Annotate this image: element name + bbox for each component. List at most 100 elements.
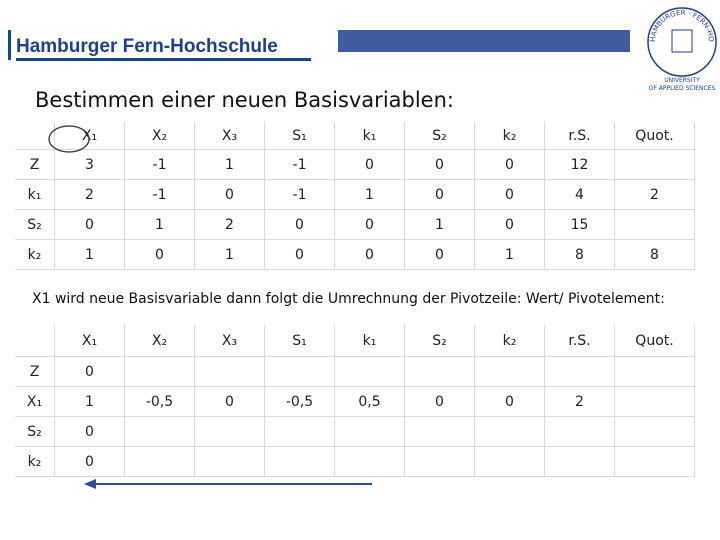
table-cell: 0 bbox=[55, 417, 125, 447]
column-header: r.S. bbox=[545, 122, 615, 150]
header-graphics: Hamburger Fern-Hochschule HAMBURGER · FE… bbox=[0, 0, 717, 92]
seal-castle bbox=[671, 29, 693, 53]
title: Bestimmen einer neuen Basisvariablen: bbox=[35, 88, 454, 112]
corner-cell bbox=[15, 122, 55, 150]
table-cell: 8 bbox=[545, 240, 615, 270]
row-label: k₂ bbox=[15, 240, 55, 270]
table-cell bbox=[125, 447, 195, 477]
table-cell: 2 bbox=[55, 180, 125, 210]
row-label: Z bbox=[15, 150, 55, 180]
table-cell: 0 bbox=[405, 240, 475, 270]
table-cell bbox=[335, 417, 405, 447]
table-cell: 12 bbox=[545, 150, 615, 180]
table-cell bbox=[405, 417, 475, 447]
table-cell bbox=[615, 210, 695, 240]
table-cell bbox=[545, 357, 615, 387]
table-cell bbox=[265, 357, 335, 387]
column-header: Quot. bbox=[615, 325, 695, 357]
table-cell: 0 bbox=[405, 180, 475, 210]
table-cell: 1 bbox=[405, 210, 475, 240]
row-label: k₁ bbox=[15, 180, 55, 210]
table-cell: 0 bbox=[405, 387, 475, 417]
table-cell: 15 bbox=[545, 210, 615, 240]
column-header: Quot. bbox=[615, 122, 695, 150]
row-label: S₂ bbox=[15, 417, 55, 447]
table-cell: 2 bbox=[615, 180, 695, 210]
table-cell: 0 bbox=[195, 180, 265, 210]
table-cell bbox=[545, 417, 615, 447]
table-cell: -1 bbox=[125, 150, 195, 180]
column-header: X₃ bbox=[195, 325, 265, 357]
column-header: r.S. bbox=[545, 325, 615, 357]
table-cell: 0 bbox=[335, 240, 405, 270]
table-cell: 1 bbox=[195, 150, 265, 180]
table-cell: 2 bbox=[195, 210, 265, 240]
brand-bar bbox=[8, 30, 11, 60]
column-header: k₂ bbox=[475, 325, 545, 357]
column-header: X₁ bbox=[55, 325, 125, 357]
column-header: S₁ bbox=[265, 325, 335, 357]
table-cell: -1 bbox=[265, 180, 335, 210]
column-header: S₂ bbox=[405, 325, 475, 357]
table-cell bbox=[615, 150, 695, 180]
table-cell bbox=[335, 447, 405, 477]
table-cell: -0,5 bbox=[125, 387, 195, 417]
column-header: S₁ bbox=[265, 122, 335, 150]
corner-cell bbox=[15, 325, 55, 357]
table-cell bbox=[475, 417, 545, 447]
table-cell: 0 bbox=[55, 210, 125, 240]
table-cell: 0 bbox=[195, 387, 265, 417]
table-cell: 0 bbox=[55, 357, 125, 387]
table-cell: 0 bbox=[125, 240, 195, 270]
table-cell: 0,5 bbox=[335, 387, 405, 417]
row-label: Z bbox=[15, 357, 55, 387]
column-header: X₃ bbox=[195, 122, 265, 150]
table-cell bbox=[615, 387, 695, 417]
seal-line: OF APPLIED SCIENCES bbox=[649, 85, 716, 92]
table-cell: 0 bbox=[475, 150, 545, 180]
table-cell bbox=[405, 447, 475, 477]
table-cell bbox=[195, 417, 265, 447]
table-cell: 4 bbox=[545, 180, 615, 210]
table-cell bbox=[405, 357, 475, 387]
table-cell bbox=[125, 417, 195, 447]
note: X1 wird neue Basisvariable dann folgt di… bbox=[32, 291, 665, 307]
table-cell bbox=[265, 417, 335, 447]
table-cell bbox=[335, 357, 405, 387]
column-header: k₁ bbox=[335, 325, 405, 357]
table-cell: 1 bbox=[195, 240, 265, 270]
table-cell bbox=[195, 357, 265, 387]
table-cell bbox=[475, 357, 545, 387]
table-cell bbox=[615, 447, 695, 477]
table-cell: 0 bbox=[405, 150, 475, 180]
table-cell: 0 bbox=[475, 210, 545, 240]
table-cell: -0,5 bbox=[265, 387, 335, 417]
table-cell bbox=[545, 447, 615, 477]
column-header: X₂ bbox=[125, 325, 195, 357]
table-cell: 1 bbox=[55, 387, 125, 417]
table-cell bbox=[195, 447, 265, 477]
seal-line: UNIVERSITY bbox=[664, 77, 700, 84]
table-cell: 1 bbox=[335, 180, 405, 210]
table-cell bbox=[475, 447, 545, 477]
table-cell: 0 bbox=[265, 240, 335, 270]
row-label: S₂ bbox=[15, 210, 55, 240]
column-header: k₁ bbox=[335, 122, 405, 150]
table-cell: 3 bbox=[55, 150, 125, 180]
table-cell: 0 bbox=[475, 387, 545, 417]
circle-mark bbox=[48, 125, 90, 153]
table-cell: 0 bbox=[335, 210, 405, 240]
table-cell: 8 bbox=[615, 240, 695, 270]
table-cell: -1 bbox=[125, 180, 195, 210]
table-cell bbox=[615, 357, 695, 387]
table-cell bbox=[125, 357, 195, 387]
table-cell: 1 bbox=[475, 240, 545, 270]
table-cell: 0 bbox=[335, 150, 405, 180]
table-cell: 0 bbox=[265, 210, 335, 240]
brand-name: Hamburger Fern-Hochschule bbox=[16, 36, 278, 57]
row-label: k₂ bbox=[15, 447, 55, 477]
seal bbox=[647, 7, 717, 77]
table-cell: 0 bbox=[475, 180, 545, 210]
table-cell: 1 bbox=[55, 240, 125, 270]
